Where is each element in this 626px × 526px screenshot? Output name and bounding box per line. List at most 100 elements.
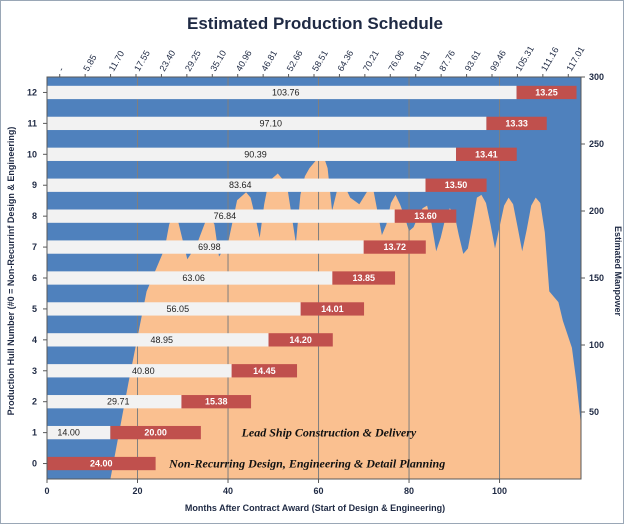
start-bar xyxy=(47,116,487,131)
start-bar xyxy=(47,395,182,409)
duration-bar-label: 14.01 xyxy=(321,304,344,314)
start-bar-label: 83.64 xyxy=(229,180,252,190)
y-tick-label: 1 xyxy=(32,428,37,438)
y-tick-label: 12 xyxy=(27,87,37,97)
y2-tick-label: 200 xyxy=(589,206,604,216)
duration-bar xyxy=(516,85,577,100)
top-tick-label: 17.55 xyxy=(132,48,152,73)
top-tick-label: 87.76 xyxy=(437,48,457,73)
duration-bar-label: 13.72 xyxy=(383,242,406,252)
duration-bar-label: 13.33 xyxy=(505,118,528,128)
start-bar xyxy=(47,178,426,192)
y2-tick-label: 300 xyxy=(589,72,604,82)
y-tick-label: 6 xyxy=(32,273,37,283)
x-tick-label: 60 xyxy=(314,486,324,496)
y-tick-label: 3 xyxy=(32,366,37,376)
duration-bar-label: 13.50 xyxy=(445,180,468,190)
x-tick-label: 80 xyxy=(404,486,414,496)
duration-bar xyxy=(456,147,517,161)
annotation-lead-ship: Lead Ship Construction & Delivery xyxy=(241,426,417,440)
duration-bar xyxy=(486,116,547,131)
duration-bar xyxy=(300,302,365,316)
duration-bar-label: 20.00 xyxy=(144,428,167,438)
duration-bar-label: 13.25 xyxy=(535,87,558,97)
top-tick-label: 64.36 xyxy=(336,48,356,73)
start-bar-label: 40.80 xyxy=(132,366,155,376)
top-tick-label: 46.81 xyxy=(259,48,279,73)
annotation-non-recurring: Non-Recurring Design, Engineering & Deta… xyxy=(168,457,445,471)
top-tick-label: 111.16 xyxy=(539,45,561,73)
start-bar xyxy=(47,302,301,316)
chart-title: Estimated Production Schedule xyxy=(187,14,443,33)
start-bar-label: 76.84 xyxy=(214,211,237,221)
y-tick-label: 10 xyxy=(27,149,37,159)
start-bar-label: 48.95 xyxy=(150,335,173,345)
duration-bar-label: 13.60 xyxy=(414,211,437,221)
duration-bar-label: 13.85 xyxy=(352,273,375,283)
y-tick-label: 8 xyxy=(32,211,37,221)
top-tick-label: 76.06 xyxy=(386,48,406,73)
top-tick-label: 105.31 xyxy=(514,44,536,73)
duration-bar xyxy=(268,333,333,347)
duration-bar xyxy=(425,178,487,192)
start-bar-label: 63.06 xyxy=(182,273,205,283)
y2-tick-label: 250 xyxy=(589,139,604,149)
top-tick-label: 58.51 xyxy=(310,48,330,73)
top-tick-label: 52.66 xyxy=(285,48,305,73)
top-tick-label: 40.96 xyxy=(234,48,254,73)
start-bar-label: 103.76 xyxy=(272,87,300,97)
duration-bar-label: 13.41 xyxy=(475,149,498,159)
top-tick-label: 35.10 xyxy=(208,48,228,73)
start-bar xyxy=(47,147,457,161)
y2-axis-title: Estimated Manpower xyxy=(613,226,623,317)
start-bar xyxy=(47,85,517,100)
y-tick-label: 7 xyxy=(32,242,37,252)
duration-bar xyxy=(332,271,396,285)
duration-bar xyxy=(181,395,252,409)
top-tick-label: 117.01 xyxy=(564,45,586,73)
y-tick-label: 0 xyxy=(32,459,37,469)
x-tick-label: 0 xyxy=(44,486,49,496)
x-tick-label: 40 xyxy=(223,486,233,496)
top-tick-label: 70.21 xyxy=(361,48,381,73)
y-tick-label: 11 xyxy=(27,118,37,128)
duration-bar-label: 15.38 xyxy=(205,397,228,407)
start-bar-label: 29.71 xyxy=(107,397,130,407)
duration-bar-label: 14.45 xyxy=(253,366,276,376)
y-tick-label: 2 xyxy=(32,397,37,407)
start-bar-label: 97.10 xyxy=(259,118,282,128)
duration-bar xyxy=(231,364,298,378)
start-bar-label: 69.98 xyxy=(198,242,221,252)
duration-bar-label: 14.20 xyxy=(289,335,312,345)
y-axis-title: Production Hull Number (#0 = Non-Recurri… xyxy=(6,127,16,416)
x-axis-title: Months After Contract Award (Start of De… xyxy=(185,503,445,513)
y2-tick-label: 150 xyxy=(589,273,604,283)
y-tick-label: 4 xyxy=(32,335,37,345)
top-tick-label: - xyxy=(56,65,66,73)
start-bar xyxy=(47,333,269,347)
start-bar xyxy=(47,240,364,254)
x-tick-label: 100 xyxy=(492,486,507,496)
y2-tick-label: 50 xyxy=(589,407,599,417)
start-bar xyxy=(47,209,395,223)
x-tick-label: 20 xyxy=(133,486,143,496)
y-tick-label: 9 xyxy=(32,180,37,190)
top-tick-label: 23.40 xyxy=(158,48,178,73)
start-bar-label: 56.05 xyxy=(167,304,190,314)
duration-bar xyxy=(363,240,426,254)
start-bar-label: 90.39 xyxy=(244,149,267,159)
duration-bar xyxy=(47,456,156,471)
plot-area: 24.00 14.00 20.00 29.71 15.38 40.80 14.45 48.95… xyxy=(47,77,582,479)
top-tick-label: 81.91 xyxy=(412,48,432,73)
duration-bar-label: 24.00 xyxy=(90,459,113,469)
start-bar xyxy=(47,271,333,285)
top-tick-label: 29.25 xyxy=(183,48,203,73)
start-bar-label: 14.00 xyxy=(57,428,80,438)
y2-tick-label: 100 xyxy=(589,340,604,350)
duration-bar xyxy=(394,209,457,223)
top-tick-label: 5.85 xyxy=(81,53,98,73)
top-tick-label: 93.61 xyxy=(463,48,483,73)
start-bar xyxy=(47,425,111,440)
top-tick-label: 11.70 xyxy=(107,49,127,73)
